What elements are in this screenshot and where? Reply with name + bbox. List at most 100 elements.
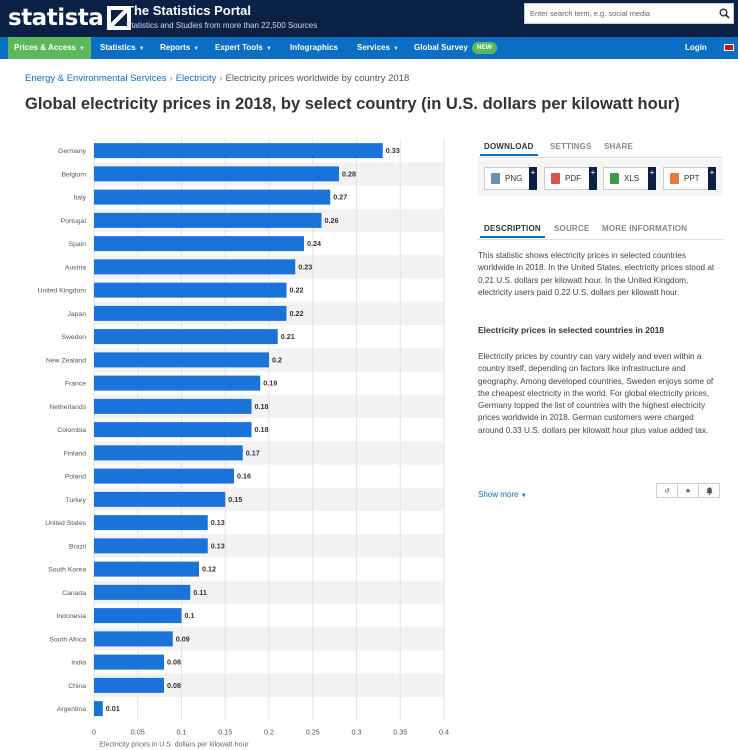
x-tick-label: 0.15 (218, 727, 232, 736)
download-label: XLS (624, 174, 640, 183)
y-tick-label: India (71, 660, 86, 667)
tab-description[interactable]: DESCRIPTION (480, 224, 545, 238)
download-png-button[interactable]: PNG + (484, 167, 537, 190)
bell-icon[interactable] (698, 483, 720, 498)
portal-heading: The Statistics Portal Statistics and Stu… (126, 3, 317, 30)
nav-prices-access[interactable]: Prices & Access ▼ (8, 37, 91, 59)
tab-settings[interactable]: SETTINGS (550, 142, 592, 151)
portal-title: The Statistics Portal (126, 3, 251, 18)
tab-share[interactable]: SHARE (604, 142, 634, 151)
nav-statistics[interactable]: Statistics ▼ (100, 37, 145, 59)
uk-flag-icon[interactable] (724, 44, 734, 51)
breadcrumb-link[interactable]: Electricity (175, 73, 217, 84)
download-xls-button[interactable]: XLS + (603, 167, 656, 190)
y-tick-label: South Korea (48, 567, 86, 574)
description-text-more: Electricity prices by country can vary w… (478, 352, 714, 435)
y-tick-label: Austria (65, 264, 86, 271)
search-box (524, 3, 734, 24)
search-input[interactable] (525, 4, 715, 23)
chevron-down-icon: ▼ (520, 493, 527, 499)
breadcrumb-link[interactable]: Energy & Environmental Services (25, 73, 167, 84)
data-label: 0.28 (342, 169, 356, 178)
tab-download[interactable]: DOWNLOAD (480, 142, 538, 156)
breadcrumb-current: Electricity prices worldwide by country … (225, 73, 410, 84)
x-tick-label: 0.05 (131, 727, 145, 736)
y-tick-label: Italy (74, 195, 87, 202)
nav-label: Services (357, 43, 390, 52)
y-tick-label: Sweden (61, 334, 86, 341)
nav-infographics[interactable]: Infographics (290, 37, 338, 59)
chevron-down-icon: ▼ (392, 46, 399, 52)
nav-label: Infographics (290, 43, 339, 52)
bar (94, 701, 103, 717)
download-label: PPT (684, 174, 700, 183)
download-options: PNG + PDF + XLS + PPT + (478, 159, 723, 196)
statista-logo[interactable]: statista (8, 2, 132, 34)
show-more-link[interactable]: Show more ▼ (478, 490, 527, 499)
y-tick-label: South Africa (49, 636, 86, 643)
bar (94, 212, 322, 228)
bar (94, 259, 296, 275)
description-text: This statistic shows electricity prices … (478, 251, 715, 297)
data-label: 0.19 (263, 379, 277, 388)
bar (94, 189, 331, 205)
data-label: 0.13 (211, 518, 225, 527)
download-pdf-button[interactable]: PDF + (544, 167, 597, 190)
download-ppt-button[interactable]: PPT + (663, 167, 716, 190)
show-more-label: Show more (478, 490, 519, 499)
y-tick-label: France (65, 381, 86, 388)
tab-source[interactable]: SOURCE (554, 224, 590, 233)
x-tick-label: 0.25 (306, 727, 320, 736)
nav-label: Expert Tools (215, 43, 263, 52)
chevron-down-icon: ▼ (138, 46, 145, 52)
data-label: 0.08 (167, 658, 181, 667)
data-label: 0.23 (298, 262, 312, 271)
breadcrumb-separator: › (219, 73, 223, 84)
x-axis-title: Electricity prices in U.S. dollars per k… (99, 741, 249, 748)
y-tick-label: United Kingdom (38, 288, 87, 295)
download-label: PDF (565, 174, 581, 183)
x-tick-label: 0.1 (177, 727, 187, 736)
y-tick-label: United States (45, 520, 86, 527)
y-tick-label: Poland (65, 474, 86, 481)
bar (94, 143, 383, 159)
chevron-down-icon: ▼ (78, 46, 85, 52)
nav-services[interactable]: Services ▼ (357, 37, 399, 59)
bar (94, 677, 164, 693)
bar (94, 654, 164, 670)
data-label: 0.11 (193, 588, 207, 597)
nav-reports[interactable]: Reports ▼ (160, 37, 199, 59)
x-tick-label: 0.3 (352, 727, 362, 736)
nav-global-survey[interactable]: Global Survey NEW (414, 37, 497, 59)
nav-expert-tools[interactable]: Expert Tools ▼ (215, 37, 272, 59)
y-tick-label: Canada (62, 590, 86, 597)
data-label: 0.13 (211, 541, 225, 550)
data-label: 0.17 (246, 448, 260, 457)
y-tick-label: Japan (67, 311, 86, 318)
data-label: 0.1 (185, 611, 195, 620)
data-label: 0.21 (281, 332, 295, 341)
history-icon[interactable]: ↺ (656, 483, 678, 498)
info-tabs: DESCRIPTION SOURCE MORE INFORMATION (478, 220, 723, 240)
plus-icon: + (708, 167, 716, 190)
nav-label: Reports (160, 43, 191, 52)
login-link[interactable]: Login (685, 43, 707, 52)
data-label: 0.2 (272, 355, 282, 364)
star-icon[interactable]: ★ (677, 483, 699, 498)
tab-more-information[interactable]: MORE INFORMATION (602, 224, 688, 233)
side-panel: DOWNLOAD SETTINGS SHARE PNG + PDF + XLS + P… (478, 138, 723, 499)
y-tick-label: Turkey (65, 497, 86, 504)
main-nav: Prices & Access ▼ Statistics ▼ Reports ▼ Ex… (0, 37, 738, 59)
nav-label: Statistics (100, 43, 136, 52)
new-badge: NEW (471, 42, 497, 54)
top-header: statista The Statistics Portal Statistic… (0, 0, 738, 37)
bar (94, 584, 191, 600)
bar (94, 166, 339, 182)
data-label: 0.18 (255, 402, 269, 411)
data-label: 0.12 (202, 565, 216, 574)
bar (94, 352, 269, 368)
data-label: 0.01 (106, 704, 120, 713)
search-icon[interactable] (715, 4, 733, 23)
logo-text: statista (8, 5, 104, 31)
bar (94, 561, 199, 577)
